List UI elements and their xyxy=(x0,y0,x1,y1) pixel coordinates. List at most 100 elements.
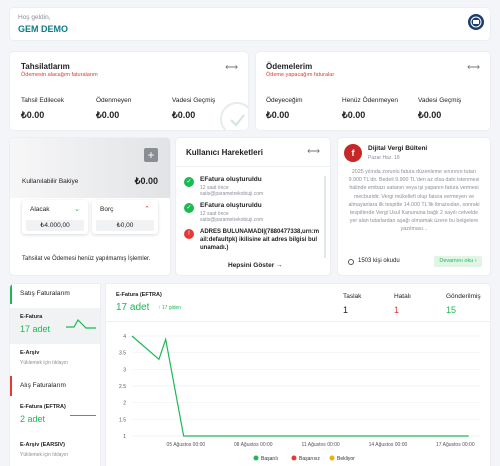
payables-label: Vadesi Geçmiş xyxy=(418,97,462,104)
x-tick-label: 14 Ağustos 00:00 xyxy=(369,442,408,448)
y-tick-label: 1.5 xyxy=(119,417,126,423)
invoice-sidebar: Satış Faturalarım E-Fatura 17 adet E-Arş… xyxy=(10,284,100,466)
bulletin-logo-icon: f xyxy=(344,144,362,162)
alacak-label: Alacak xyxy=(30,206,50,213)
activity-item-time: 12 saat önce xyxy=(200,185,229,191)
receivables-value: ₺0.00 xyxy=(172,110,196,120)
series-line xyxy=(131,335,469,437)
activity-item-time: 12 saat önce xyxy=(200,211,229,217)
receivables-value: ₺0.00 xyxy=(96,110,120,120)
balance-value: ₺0.00 xyxy=(134,176,158,186)
error-circle-icon: ! xyxy=(184,229,194,239)
x-tick-label: 11 Ağustos 00:00 xyxy=(301,442,339,448)
balance-card: + Kullanılabilir Bakiye ₺0.00 Alacak ⌄ ₺… xyxy=(10,138,170,275)
sidebar-item-earsiv-in[interactable]: E-Arşiv (EARSIV) Yüklemek için tıklayın xyxy=(10,438,100,466)
summary-delta: ↑ 17 giden xyxy=(158,305,182,311)
summary-count: 17 adet xyxy=(116,302,150,313)
sparkline-icon xyxy=(66,319,96,329)
activity-item[interactable]: ✓ EFatura oluşturuldu 12 saat önce satis… xyxy=(184,202,319,226)
y-tick-label: 3 xyxy=(123,367,126,373)
legend-marker xyxy=(253,455,259,461)
sidebar-item-earsiv[interactable]: E-Arşiv Yüklemek için tıklayın xyxy=(10,346,100,372)
sales-section-header[interactable]: Satış Faturalarım xyxy=(10,284,100,304)
activity-item-title: EFatura oluşturuldu xyxy=(200,176,262,183)
y-tick-label: 1 xyxy=(123,434,126,440)
payables-label: Henüz Ödenmeyen xyxy=(342,97,399,104)
alacak-value: ₺4.000,00 xyxy=(26,220,84,231)
summary-label: E-Fatura (EFTRA) xyxy=(116,292,162,298)
payables-title: Ödemelerim xyxy=(266,62,313,71)
sales-title: Satış Faturalarım xyxy=(20,290,70,297)
receivables-label: Vadesi Geçmiş xyxy=(172,97,216,104)
purchase-section-header[interactable]: Alış Faturalarım xyxy=(10,376,100,396)
read-more-button[interactable]: Devamını oku › xyxy=(434,256,482,267)
efatura-count: 17 adet xyxy=(20,324,51,334)
bulletin-text: 2025 yılında zorunlu fatura düzenleme sı… xyxy=(348,169,480,233)
earsiv-sub: Yüklemek için tıklayın xyxy=(20,360,69,366)
stat-value: 1 xyxy=(394,305,400,315)
sidebar-item-efatura[interactable]: E-Fatura 17 adet xyxy=(10,308,100,344)
x-tick-label: 17 Ağustos 00:00 xyxy=(436,442,475,448)
expand-icon[interactable]: ⟷ xyxy=(467,62,480,72)
activity-item-email: satis@parametrekobiuji.com xyxy=(200,217,264,223)
efatura-in-count: 2 adet xyxy=(20,414,46,424)
legend-label: Başarısız xyxy=(299,456,320,462)
y-tick-label: 2 xyxy=(123,401,126,407)
borc-box[interactable]: Borç ⌃ ₺0,00 xyxy=(92,200,158,234)
stat-label: Hatalı xyxy=(394,293,411,300)
stat-value: 15 xyxy=(446,305,457,315)
legend-label: Bekliyor xyxy=(337,456,355,462)
borc-value: ₺0,00 xyxy=(96,220,154,231)
receivables-subtitle: Ödemesin alacağım faturalarım xyxy=(21,72,98,78)
payables-subtitle: Ödeme yapacağım faturalar xyxy=(266,72,335,78)
legend-label: Başarılı xyxy=(261,456,278,462)
payables-value: ₺0.00 xyxy=(266,110,290,120)
payables-label: Ödeyeceğim xyxy=(266,97,303,104)
legend-marker xyxy=(291,455,297,461)
activity-title: Kullanıcı Hareketleri xyxy=(186,148,263,157)
efatura-label: E-Fatura xyxy=(20,314,43,320)
activity-item-title: EFatura oluşturuldu xyxy=(200,202,262,209)
expand-icon[interactable]: ⟷ xyxy=(225,62,238,72)
check-circle-icon xyxy=(220,102,248,130)
alacak-box[interactable]: Alacak ⌄ ₺4.000,00 xyxy=(22,200,88,234)
earsiv-in-sub: Yüklemek için tıklayın xyxy=(20,452,69,458)
show-all-link[interactable]: Hepsini Göster → xyxy=(228,262,283,269)
legend-marker xyxy=(329,455,335,461)
header-card: Hoş geldin, GEM DEMO xyxy=(10,8,490,40)
bulletin-card: f Dijital Vergi Bülteni Pazar Haz. 18 20… xyxy=(338,138,490,275)
efatura-in-underline xyxy=(70,415,96,416)
activity-item[interactable]: ! ADRES BULUNAMADI|(7880477338,urn:mail:… xyxy=(184,228,319,258)
receivables-value: ₺0.00 xyxy=(21,110,45,120)
y-tick-label: 2.5 xyxy=(119,384,126,390)
greeting-text: Hoş geldin, xyxy=(18,14,51,21)
expand-icon[interactable]: ⟷ xyxy=(307,146,320,156)
balance-note: Tahsilat ve Ödemesi henüz yapılmamış İşl… xyxy=(22,256,151,262)
balance-label: Kullanılabilir Bakiye xyxy=(22,178,79,185)
chevron-down-icon: ⌄ xyxy=(74,206,80,213)
receivables-label: Ödenmeyen xyxy=(96,97,132,104)
sidebar-item-efatura-in[interactable]: E-Fatura (EFTRA) 2 adet xyxy=(10,400,100,434)
payables-card[interactable]: Ödemelerim Ödeme yapacağım faturalar ⟷ Ö… xyxy=(256,52,490,130)
y-tick-label: 4 xyxy=(123,334,126,340)
activity-divider xyxy=(176,166,330,167)
payables-value: ₺0.00 xyxy=(418,110,442,120)
receivables-card[interactable]: Tahsilatlarım Ödemesin alacağım faturala… xyxy=(10,52,248,130)
bulletin-reads: 1503 kişi okudu xyxy=(358,258,400,264)
add-balance-button[interactable]: + xyxy=(144,148,158,162)
activity-item[interactable]: ✓ EFatura oluşturuldu 12 saat önce satis… xyxy=(184,176,319,200)
y-tick-label: 3.5 xyxy=(119,351,126,357)
payables-value: ₺0.00 xyxy=(342,110,366,120)
line-chart: 1 1.5 2 2.5 3 3.5 4 05 Ağustos 00:00 08 Ağustos … xyxy=(119,334,480,462)
chevron-up-icon: ⌃ xyxy=(144,206,150,213)
check-circle-icon: ✓ xyxy=(184,203,194,213)
company-logo-icon[interactable] xyxy=(468,14,484,30)
stat-label: Gönderilmiş xyxy=(446,293,481,300)
borc-label: Borç xyxy=(100,206,114,213)
activity-item-email: satis@parametrekobiuji.com xyxy=(200,191,264,197)
purchase-title: Alış Faturalarım xyxy=(20,382,66,389)
earsiv-label: E-Arşiv xyxy=(20,350,40,356)
balance-header-band xyxy=(10,138,170,198)
x-tick-label: 08 Ağustos 00:00 xyxy=(234,442,273,448)
activity-scrollbar[interactable] xyxy=(324,176,326,258)
